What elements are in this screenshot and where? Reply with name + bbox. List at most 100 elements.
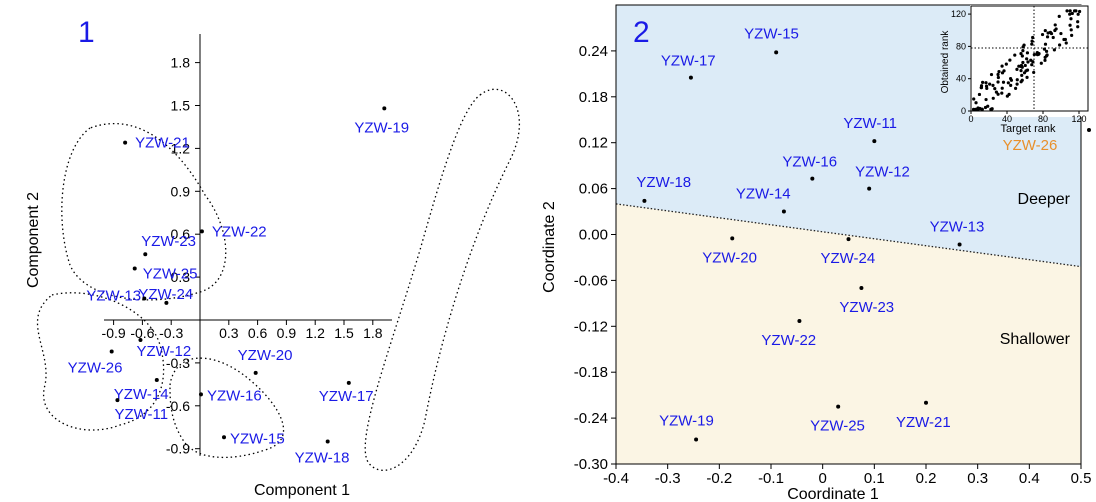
inset-point bbox=[985, 86, 989, 90]
point-yzw-25 bbox=[132, 266, 137, 271]
inset-point bbox=[1032, 53, 1036, 57]
point-yzw-21 bbox=[123, 140, 128, 145]
inset-point bbox=[1009, 83, 1013, 87]
point-yzw-25 bbox=[836, 404, 841, 409]
x-tick-label: 1.2 bbox=[305, 325, 325, 341]
inset-point bbox=[1070, 33, 1074, 37]
point-yzw-19 bbox=[382, 106, 387, 111]
deeper-region bbox=[616, 5, 1081, 267]
x-tick-label: 1.5 bbox=[334, 325, 354, 341]
inset-point bbox=[989, 107, 993, 111]
x-tick-label: -0.4 bbox=[603, 470, 629, 487]
point-label-yzw-17: YZW-17 bbox=[661, 53, 716, 70]
y-tick-label: -0.24 bbox=[574, 410, 608, 427]
point-label-yzw-24: YZW-24 bbox=[138, 286, 193, 303]
inset-point bbox=[988, 82, 992, 86]
x-tick-label: -0.2 bbox=[706, 470, 732, 487]
y-tick-label: -0.18 bbox=[574, 364, 608, 381]
inset-point bbox=[1000, 86, 1004, 90]
inset-point bbox=[1064, 41, 1068, 45]
x-tick-label: 0.5 bbox=[1071, 470, 1092, 487]
y-tick-label: -0.12 bbox=[574, 318, 608, 335]
x-tick-label: 0.3 bbox=[967, 470, 988, 487]
y-tick-label: -0.3 bbox=[166, 355, 190, 371]
point-yzw-26 bbox=[109, 349, 114, 354]
point-yzw-17 bbox=[346, 380, 351, 385]
inset-point bbox=[984, 97, 988, 102]
point-yzw-16 bbox=[810, 176, 815, 181]
x-tick-label: 0.6 bbox=[248, 325, 268, 341]
point-yzw-16 bbox=[198, 392, 203, 397]
point-label-yzw-12: YZW-12 bbox=[855, 164, 910, 181]
inset-point bbox=[996, 92, 1000, 96]
inset-point bbox=[1014, 86, 1018, 90]
point-label-yzw-15: YZW-15 bbox=[744, 25, 799, 42]
point-yzw-15 bbox=[774, 50, 779, 55]
point-label-yzw-23: YZW-23 bbox=[141, 233, 196, 250]
inset-x-tick-label: 40 bbox=[1002, 114, 1012, 124]
inset-point bbox=[1076, 20, 1080, 24]
point-yzw-23 bbox=[859, 286, 864, 291]
inset-point bbox=[974, 101, 978, 105]
y-tick-label: 0.6 bbox=[171, 226, 191, 242]
x-tick-label: 0.3 bbox=[219, 325, 239, 341]
inset-point bbox=[1045, 53, 1049, 57]
point-yzw-17 bbox=[688, 75, 693, 80]
cluster-outline-right bbox=[364, 88, 521, 471]
y-tick-label: -0.9 bbox=[166, 441, 190, 457]
panel-1-x-axis-title: Component 1 bbox=[254, 482, 350, 499]
inset-point bbox=[1042, 47, 1047, 51]
point-label-yzw-20: YZW-20 bbox=[702, 249, 757, 266]
inset-extra-label: YZW-26 bbox=[1003, 137, 1058, 154]
inset-point bbox=[1036, 52, 1041, 56]
point-label-yzw-21: YZW-21 bbox=[896, 414, 951, 431]
inset-point bbox=[996, 72, 1000, 77]
inset-point bbox=[1052, 48, 1056, 52]
point-yzw-20 bbox=[253, 370, 258, 375]
inset-x-axis-title: Target rank bbox=[1000, 123, 1056, 135]
point-yzw-23 bbox=[143, 252, 148, 257]
inset-point bbox=[991, 96, 995, 100]
x-tick-label: 0.2 bbox=[916, 470, 937, 487]
inset-point bbox=[1053, 28, 1057, 33]
inset-x-tick-label: 80 bbox=[1038, 114, 1048, 124]
x-tick-label: -0.3 bbox=[159, 325, 183, 341]
panel-2-x-axis-title: Coordinate 1 bbox=[787, 486, 879, 502]
region-label-shallower: Shallower bbox=[1000, 331, 1071, 348]
point-label-yzw-13: YZW-13 bbox=[930, 218, 985, 235]
y-tick-label: -0.30 bbox=[574, 456, 608, 473]
point-yzw-11 bbox=[115, 398, 120, 403]
x-tick-label: 1.8 bbox=[363, 325, 383, 341]
inset-point bbox=[1043, 42, 1048, 46]
panel-1-y-axis-title: Component 2 bbox=[25, 192, 42, 288]
point-yzw-22 bbox=[797, 318, 802, 323]
inset-point bbox=[1024, 69, 1028, 73]
inset-point bbox=[1004, 62, 1008, 66]
point-label-yzw-18: YZW-18 bbox=[636, 174, 691, 191]
inset-point bbox=[1019, 69, 1023, 73]
inset-y-tick-label: 40 bbox=[956, 74, 966, 84]
inset-point bbox=[1053, 23, 1057, 27]
inset-point bbox=[1008, 76, 1013, 81]
y-tick-label: 0.00 bbox=[579, 227, 608, 244]
inset-point bbox=[1032, 70, 1036, 75]
inset-point bbox=[1072, 9, 1077, 13]
point-label-yzw-20: YZW-20 bbox=[238, 347, 293, 364]
inset-point bbox=[1020, 54, 1024, 58]
inset-x-tick-label: 120 bbox=[1071, 114, 1086, 124]
inset-point bbox=[980, 107, 984, 111]
point-yzw-22 bbox=[199, 229, 204, 234]
inset-point bbox=[1013, 53, 1017, 57]
point-yzw-14 bbox=[781, 209, 786, 214]
point-label-yzw-25: YZW-25 bbox=[810, 418, 865, 435]
point-yzw-20 bbox=[730, 236, 735, 241]
point-yzw-18 bbox=[642, 198, 647, 203]
point-label-yzw-15: YZW-15 bbox=[230, 430, 285, 447]
panel-1: 1 -0.9 -0.6 -0.3 0.3 0.6 0.9 1.2 1.5 1.81.81.51.… bbox=[25, 16, 521, 499]
inset-point bbox=[1057, 14, 1061, 18]
inset-point bbox=[1000, 64, 1004, 68]
inset-point bbox=[1029, 58, 1033, 62]
point-yzw-18 bbox=[325, 439, 330, 444]
inset-point bbox=[996, 80, 1000, 84]
